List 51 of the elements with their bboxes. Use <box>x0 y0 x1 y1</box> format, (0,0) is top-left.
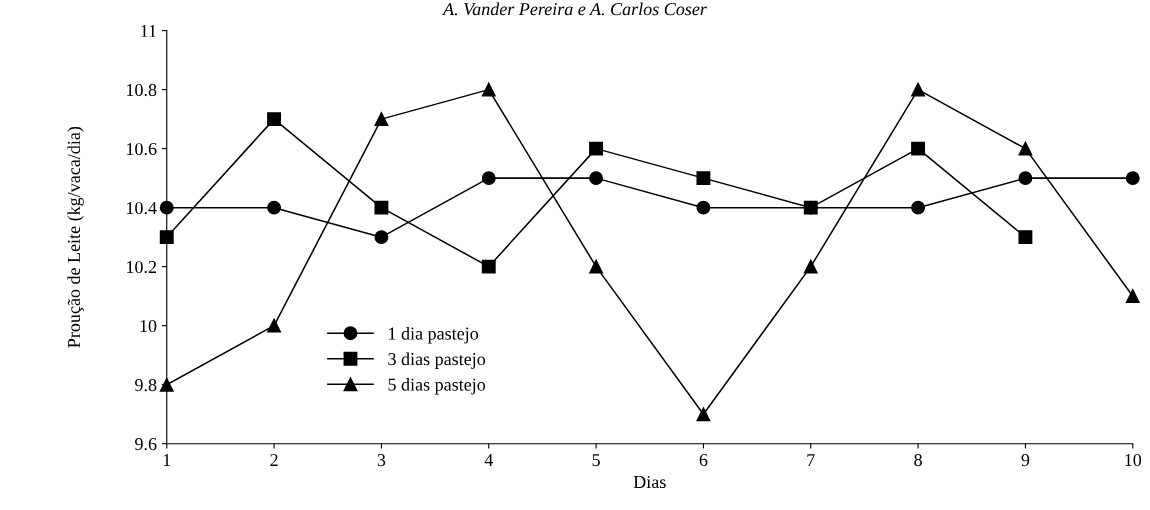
y-tick-label: 9.8 <box>135 378 157 392</box>
y-tick-label: 10.6 <box>127 142 157 156</box>
point <box>589 141 604 156</box>
point <box>374 112 389 127</box>
legend-label: 5 dias pastejo <box>388 378 486 395</box>
y-tick-label: 10.8 <box>127 83 157 97</box>
point <box>1018 141 1033 156</box>
y-tick-label: 10.4 <box>127 201 157 215</box>
point <box>696 171 711 186</box>
x-tick-label: 7 <box>807 454 815 466</box>
point <box>159 200 174 215</box>
point <box>481 171 496 186</box>
point <box>911 200 926 215</box>
x-tick-label: 5 <box>592 454 600 467</box>
point <box>267 112 282 127</box>
point <box>374 200 389 215</box>
point <box>374 230 389 245</box>
point <box>696 407 711 422</box>
point <box>1018 171 1033 186</box>
point <box>696 200 711 215</box>
point <box>589 171 604 186</box>
x-tick-label: 8 <box>914 453 922 467</box>
x-tick-label: 1 <box>163 454 171 466</box>
point <box>1125 171 1140 186</box>
y-tick-label: 10.2 <box>127 260 157 274</box>
point <box>159 230 174 245</box>
point <box>1125 289 1140 304</box>
y-tick-label: 9.6 <box>135 438 157 451</box>
legend-label: 3 dias pastejo <box>388 352 486 369</box>
x-tick-label: 4 <box>484 454 493 466</box>
y-tick-label: 11 <box>141 24 156 37</box>
point <box>589 259 604 274</box>
x-tick-label: 10 <box>1125 453 1142 467</box>
x-tick-label: 3 <box>377 453 386 467</box>
point <box>481 82 496 97</box>
point <box>1018 230 1033 245</box>
point <box>267 200 282 215</box>
y-axis-title: Proução de Leite (kg/vaca/dia) <box>67 126 84 348</box>
point <box>803 259 818 274</box>
x-tick-label: 9 <box>1021 453 1030 467</box>
point <box>911 141 926 156</box>
point <box>267 318 282 333</box>
legend-label: 1 dia pastejo <box>389 327 479 344</box>
x-axis-title: Dias <box>633 475 666 489</box>
point <box>481 259 496 274</box>
y-tick-label: 10 <box>140 319 157 333</box>
point <box>159 377 174 392</box>
chart-title: A. Vander Pereira e A. Carlos Coser <box>442 2 707 16</box>
x-tick-label: 6 <box>699 453 708 467</box>
point <box>911 82 926 97</box>
x-tick-label: 2 <box>270 453 278 466</box>
